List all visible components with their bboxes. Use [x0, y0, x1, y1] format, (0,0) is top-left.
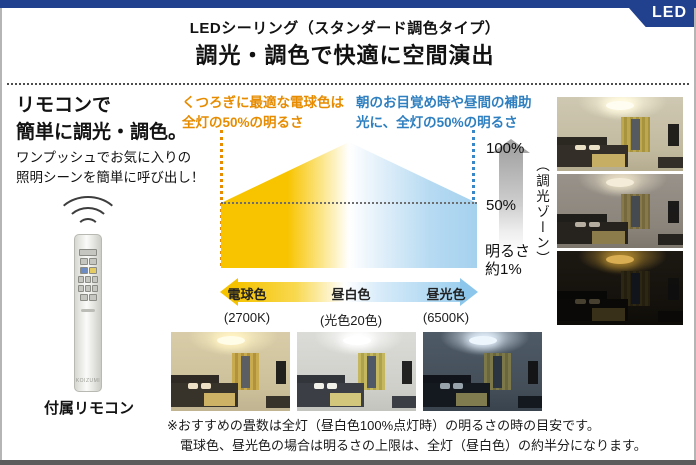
page-border-bottom [0, 460, 696, 465]
remote-brand-label: KOIZUMI [75, 378, 101, 384]
remote-control-illustration: KOIZUMI [74, 234, 102, 392]
color-temperature-example-photos [171, 332, 542, 411]
remote-caption: 付属リモコン [43, 400, 134, 417]
remote-headline-line1: リモコンで [16, 95, 112, 116]
remote-description: ワンプッシュでお気に入りの 照明シーンを簡単に呼び出し！ [16, 148, 204, 189]
dimming-arrow-bar [499, 152, 523, 249]
product-subtitle: LEDシーリング（スタンダード調色タイプ） [189, 20, 501, 37]
warm-leader-dotted-line [220, 130, 223, 266]
scale-100-label: 100% [486, 140, 525, 157]
page-border-left [0, 8, 2, 460]
page-title: 調光・調色で快適に空間演出 [195, 43, 495, 68]
dimming-zone-label: （調光ゾーン） [534, 158, 549, 267]
bedroom-photo-daylight [423, 332, 542, 411]
page-border-right [694, 8, 696, 460]
axis-label-warm: 電球色 (2700K) [224, 284, 270, 325]
dotted-separator [7, 83, 689, 85]
annotation-cool-line2: 光に、全灯の50%の明るさ [356, 114, 518, 130]
fifty-percent-dotted-line [221, 202, 477, 204]
annotation-warm-light: くつろぎに最適な電球色は 全灯の50%の明るさ [182, 93, 344, 132]
axis-label-neutral: 昼白色 (光色20色) [320, 284, 382, 329]
color-temperature-brightness-diagram [221, 142, 477, 268]
remote-description-line2: 照明シーンを簡単に呼び出し！ [16, 170, 205, 186]
scale-min-line1: 明るさ [485, 243, 531, 260]
footnote-line2: 電球色、昼光色の場合は明るさの上限は、全灯（昼白色）の約半分になります。 [180, 438, 647, 454]
remote-description-line1: ワンプッシュでお気に入りの [16, 150, 192, 165]
axis-kelvin-warm: (2700K) [223, 310, 271, 325]
remote-buttons [75, 249, 101, 301]
dimming-example-photos [557, 97, 683, 328]
color-temperature-axis-arrow [220, 278, 478, 306]
arrow-left-icon [220, 278, 238, 306]
arrow-right-icon [460, 278, 478, 306]
annotation-cool-light: 朝のお目覚め時や昼間の補助 光に、全灯の50%の明るさ [356, 93, 532, 132]
bedroom-photo-warm [171, 332, 290, 411]
bedroom-photo-50pct [557, 174, 683, 248]
annotation-warm-line1: くつろぎに最適な電球色は [182, 95, 344, 110]
remote-headline-line2: 簡単に調光・調色。 [16, 121, 188, 143]
axis-kelvin-daylight: (6500K) [422, 310, 470, 325]
remote-slider [81, 309, 95, 312]
scale-min-line2: 約1% [485, 260, 522, 278]
scale-min-label: 明るさ 約1% [485, 243, 530, 278]
dimming-arrow-head-icon [492, 139, 530, 153]
axis-label-daylight: 昼光色 (6500K) [423, 284, 469, 325]
remote-headline: リモコンで 簡単に調光・調色。 [16, 93, 187, 147]
annotation-warm-line2: 全灯の50%の明るさ [182, 114, 304, 130]
top-navy-bar [0, 0, 696, 8]
axis-kelvin-neutral: (光色20色) [319, 313, 383, 328]
cool-leader-dotted-line [472, 130, 475, 266]
axis-gradient-bar [237, 282, 461, 302]
footnote-line1: ※おすすめの畳数は全灯（昼白色100%点灯時）の明るさの時の目安です。 [167, 418, 600, 433]
axis-name-daylight: 昼光色 [426, 287, 466, 302]
signal-arc-icon [65, 207, 111, 247]
bedroom-photo-100pct [557, 97, 683, 171]
annotation-cool-line1: 朝のお目覚め時や昼間の補助 [356, 95, 532, 110]
axis-name-neutral: 昼白色 [331, 287, 371, 302]
axis-name-warm: 電球色 [227, 287, 267, 302]
bedroom-photo-neutral [297, 332, 416, 411]
scale-50-label: 50% [486, 197, 517, 214]
signal-arc-icon [76, 218, 100, 242]
footnote: ※おすすめの畳数は全灯（昼白色100%点灯時）の明るさの時の目安です。 電球色、… [167, 416, 647, 456]
bedroom-photo-1pct [557, 251, 683, 325]
signal-arc-icon [54, 196, 122, 252]
led-badge: LED [622, 0, 696, 27]
